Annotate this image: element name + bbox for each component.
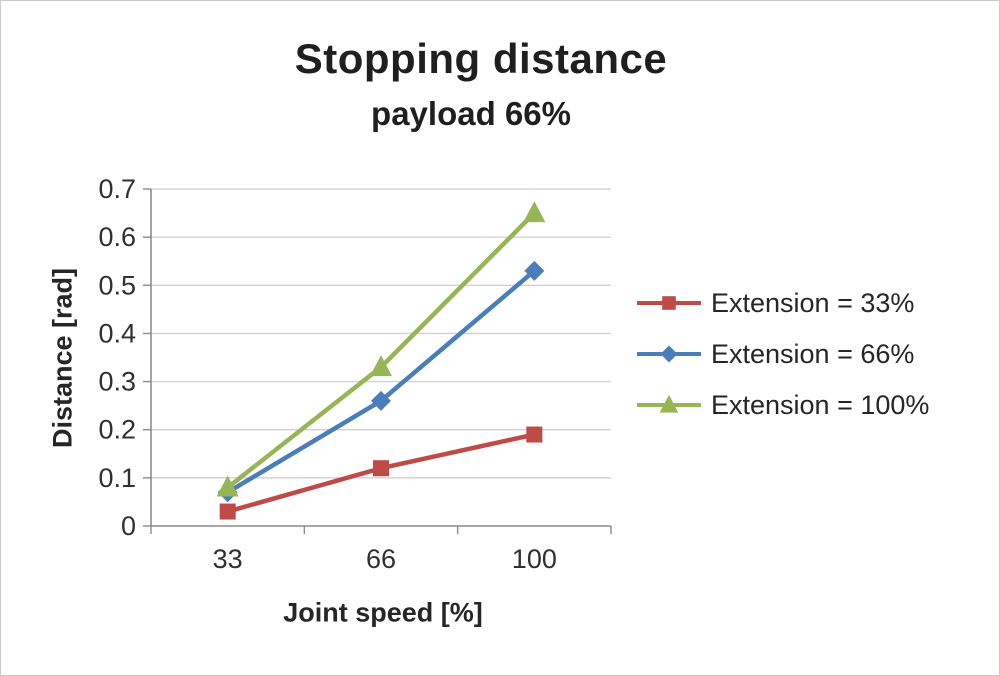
marker-triangle [523,201,546,223]
marker-diamond [660,345,678,363]
marker-triangle [216,475,239,497]
chart-title: Stopping distance [294,35,668,82]
x-tick-label: 33 [213,544,243,574]
marker-triangle [659,394,679,413]
y-tick-label: 0.1 [98,463,136,493]
y-tick-label: 0.5 [98,270,136,300]
marker-square [526,426,543,443]
y-tick-label: 0.6 [98,222,136,252]
x-tick-label: 100 [512,544,557,574]
y-tick-label: 0.4 [98,318,136,348]
x-tick-label: 66 [366,544,396,574]
marker-square [662,296,676,310]
chart-subtitle: payload 66% [371,95,571,132]
y-tick-label: 0 [121,511,136,541]
y-tick-label: 0.2 [98,415,136,445]
marker-triangle [370,355,392,377]
legend-label: Extension = 66% [711,339,914,369]
marker-square [219,503,236,520]
legend-label: Extension = 33% [711,288,914,318]
y-tick-label: 0.7 [98,174,136,204]
marker-square [373,460,389,477]
marker-diamond [524,260,545,281]
legend-label: Extension = 100% [711,390,929,420]
x-axis-title: Joint speed [%] [283,597,483,628]
y-tick-label: 0.3 [98,367,136,397]
marker-diamond [371,390,391,411]
